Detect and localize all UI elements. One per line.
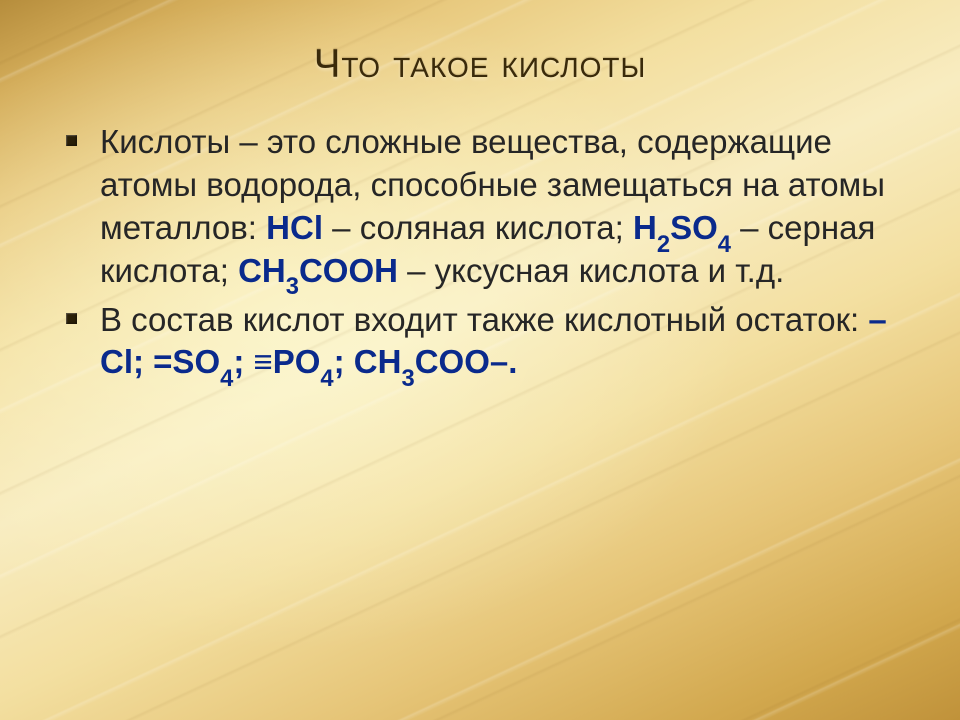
highlight-run: 3 [401, 365, 414, 392]
highlight-run: H [633, 209, 657, 246]
highlight-run: 2 [657, 231, 670, 258]
slide-title: Что такое кислоты [0, 0, 960, 87]
highlight-run: ; CH [334, 343, 402, 380]
highlight-run: COO–. [415, 343, 518, 380]
highlight-run: 4 [320, 365, 333, 392]
highlight-run: 4 [220, 365, 233, 392]
text-run: – соляная кислота; [323, 209, 633, 246]
highlight-run: CH [238, 252, 286, 289]
text-run: В состав кислот входит также кислотный о… [100, 301, 868, 338]
highlight-run: SO [670, 209, 718, 246]
bullet-item: Кислоты – это сложные вещества, содержащ… [100, 121, 906, 293]
highlight-run: HCl [266, 209, 323, 246]
highlight-run: ; ≡PO [233, 343, 320, 380]
slide: Что такое кислоты Кислоты – это сложные … [0, 0, 960, 720]
highlight-run: COOH [299, 252, 398, 289]
slide-body: Кислоты – это сложные вещества, содержащ… [0, 87, 960, 384]
highlight-run: 4 [718, 231, 731, 258]
highlight-run: 3 [286, 273, 299, 300]
bullet-item: В состав кислот входит также кислотный о… [100, 299, 906, 385]
